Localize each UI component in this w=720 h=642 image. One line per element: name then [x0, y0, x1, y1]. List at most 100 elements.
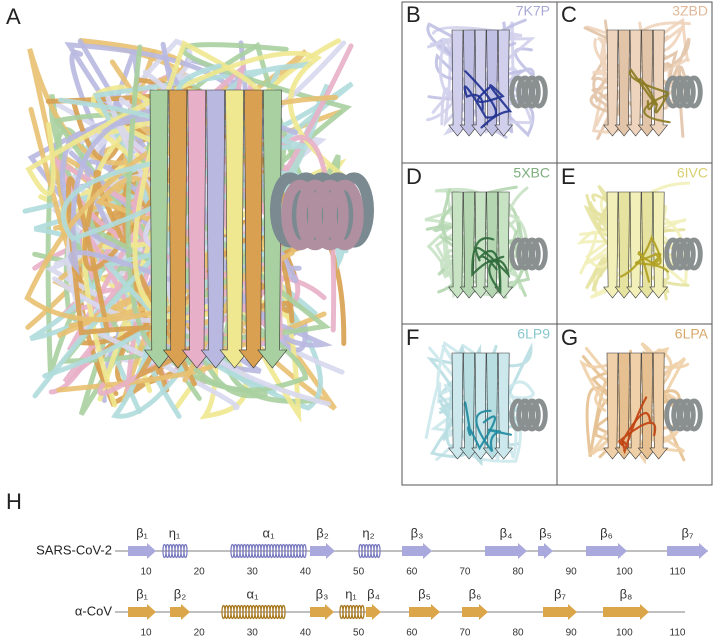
strand [471, 352, 491, 460]
strand [482, 191, 502, 299]
helix-turn [685, 398, 703, 432]
strand [603, 29, 622, 137]
pdb-id: 6IVC [677, 165, 708, 181]
helix-turn [183, 543, 188, 559]
pdb-id: 3ZBD [672, 3, 708, 19]
helix-turn [311, 179, 349, 251]
ruler-tick: 30 [247, 567, 259, 578]
helix-turn [530, 75, 548, 109]
helix-turn [685, 237, 703, 271]
sse-label: β₁ [136, 586, 148, 601]
strand [649, 191, 669, 299]
strand [238, 89, 269, 369]
helix-turn [678, 237, 696, 271]
strand [219, 89, 250, 369]
helix-turn [685, 75, 703, 109]
sse-label: η₂ [362, 525, 374, 540]
helix-turn [523, 398, 541, 432]
ruler-tick: 70 [459, 628, 471, 639]
strand [603, 191, 622, 299]
panel-label: F [406, 325, 419, 350]
ruler-tick: 100 [616, 628, 633, 639]
ruler-tick: 80 [512, 628, 524, 639]
ruler-tick: 20 [194, 628, 206, 639]
sse-label: β₃ [411, 525, 424, 540]
sse-label: β₃ [316, 586, 329, 601]
loop [464, 401, 497, 451]
panel-label: B [406, 2, 421, 27]
strand [637, 191, 657, 299]
loop [621, 396, 648, 455]
ruler-tick: 90 [566, 567, 578, 578]
strand-arrow [543, 604, 577, 620]
panel-label: G [561, 325, 578, 350]
ruler-tick: 70 [459, 567, 471, 578]
strand [448, 352, 467, 460]
strand [649, 29, 669, 137]
ruler-tick: 30 [247, 628, 259, 639]
strand [200, 89, 231, 369]
panel-label: A [6, 4, 21, 29]
loop [628, 68, 669, 111]
ruler-tick: 20 [194, 567, 206, 578]
strand-arrow [402, 543, 432, 559]
strand [459, 191, 479, 299]
strand-arrow [462, 604, 488, 620]
strand-arrow [485, 543, 527, 559]
sse-label: α₁ [247, 586, 260, 601]
panel-label: E [561, 164, 576, 189]
strand [626, 29, 646, 137]
strand [448, 29, 467, 137]
strand [626, 191, 646, 299]
strand [637, 352, 657, 460]
row-name: SARS-CoV-2 [36, 542, 112, 557]
ruler-tick: 100 [616, 567, 633, 578]
sse-label: β₈ [620, 586, 633, 601]
sse-label: β₂ [174, 586, 187, 601]
strand-arrow [667, 543, 708, 559]
pdb-id: 5XBC [513, 165, 550, 181]
helix-turn [326, 179, 364, 251]
strand-arrow [170, 604, 190, 620]
ruler-tick: 40 [300, 628, 312, 639]
strand [143, 89, 175, 369]
ruler-tick: 10 [140, 567, 152, 578]
topology-diagram: SARS-CoV-2 β₁ η₁ α₁ β₂ η₂ β₃ β₄ β₅ β₆ β₇ 10 20 30 40 50… [36, 525, 708, 639]
row-name: α-CoV [75, 603, 112, 618]
pdb-id: 6LPA [675, 326, 709, 342]
loop [619, 234, 662, 283]
helix-turn [302, 543, 307, 559]
strand-arrow [538, 543, 553, 559]
panel-grid [401, 1, 713, 486]
strand-arrow [128, 543, 156, 559]
sse-label: β₄ [500, 525, 513, 540]
sse-label: β₆ [469, 586, 482, 601]
sse-label: β₇ [554, 586, 566, 601]
ruler-tick: 10 [140, 628, 152, 639]
sse-label: β₂ [316, 525, 329, 540]
ruler-tick: 60 [406, 567, 418, 578]
helix-turn [523, 75, 541, 109]
helix-turn [360, 604, 365, 620]
strand [603, 352, 622, 460]
sse-label: β₇ [682, 525, 694, 540]
strand [471, 29, 491, 137]
panel-label: D [406, 164, 422, 189]
strand-arrow [366, 604, 381, 620]
panel-label: C [561, 2, 577, 27]
helix-turn [523, 237, 541, 271]
helix-turn [376, 543, 381, 559]
strand-arrow [586, 543, 627, 559]
ruler-tick: 90 [566, 628, 578, 639]
sse-label: η₁ [169, 525, 181, 540]
sse-label: β₅ [418, 586, 431, 601]
ruler-tick: 110 [670, 628, 686, 639]
strand [459, 352, 479, 460]
ruler-tick: 50 [353, 567, 365, 578]
ruler-tick: 110 [670, 567, 686, 578]
helix-turn [530, 398, 548, 432]
pdb-id: 6LP9 [517, 326, 550, 342]
strand [257, 89, 288, 369]
strand-arrow [409, 604, 440, 620]
